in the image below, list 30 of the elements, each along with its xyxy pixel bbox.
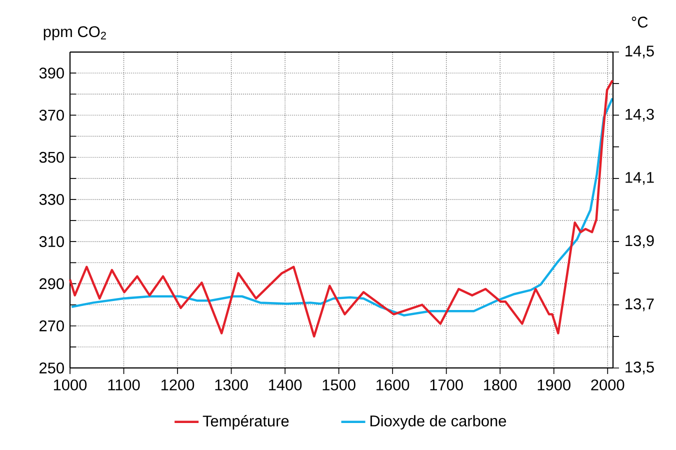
legend-label: Dioxyde de carbone bbox=[370, 415, 506, 430]
y2-tick-label: 13,9 bbox=[626, 235, 654, 248]
y2-tick-label: 13,5 bbox=[626, 362, 654, 374]
x-tick-label: 1500 bbox=[322, 379, 356, 390]
y-tick-label: 270 bbox=[40, 320, 64, 332]
y-axis-title: ppm CO$_{2}$ bbox=[44, 26, 106, 40]
x-tick-label: 1800 bbox=[484, 379, 517, 390]
y2-tick-label: 14,1 bbox=[626, 172, 654, 185]
y-tick-label: 350 bbox=[39, 152, 64, 163]
y-tick-label: 370 bbox=[39, 110, 64, 121]
y2-tick-label: 14,5 bbox=[626, 46, 654, 58]
y-tick-label: 290 bbox=[40, 278, 64, 290]
x-tick-label: 1300 bbox=[215, 379, 248, 390]
x-tick-label: 1400 bbox=[269, 379, 302, 390]
line-series bbox=[68, 79, 614, 338]
y-tick-label: 310 bbox=[39, 236, 64, 248]
y-tick-label: 250 bbox=[40, 362, 64, 374]
x-tick-label: 1700 bbox=[430, 379, 463, 390]
legend-label: Température bbox=[202, 414, 289, 430]
x-tick-label: 1100 bbox=[108, 379, 140, 390]
x-tick-label: 1900 bbox=[538, 379, 570, 390]
y2-axis-title: °C bbox=[632, 16, 648, 28]
x-tick-label: 1200 bbox=[162, 379, 194, 390]
y2-tick-label: 14,3 bbox=[626, 108, 654, 122]
x-tick-label: 1600 bbox=[376, 379, 410, 390]
x-tick-label: 2000 bbox=[591, 379, 624, 390]
y-tick-label: 330 bbox=[39, 194, 64, 205]
y-tick-label: 390 bbox=[39, 68, 64, 79]
y2-tick-label: 13,7 bbox=[626, 298, 654, 312]
x-tick-label: 1000 bbox=[54, 379, 87, 390]
